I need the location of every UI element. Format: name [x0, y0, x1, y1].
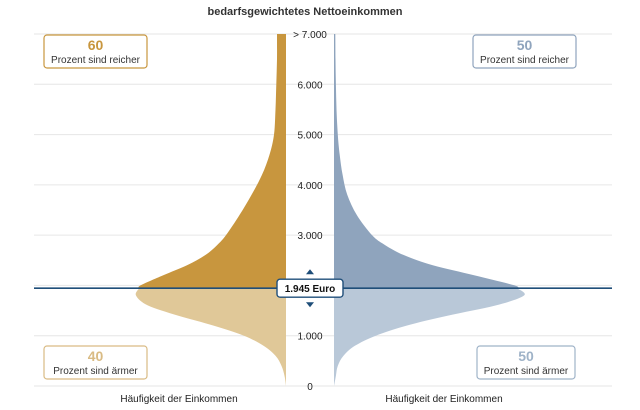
density-areas [135, 34, 525, 386]
left-above-box: 60 Prozent sind reicher [43, 34, 148, 69]
left-below-box-value: 40 [88, 348, 104, 364]
left-above-box-value: 60 [88, 37, 104, 53]
right-below-box-text: Prozent sind ärmer [484, 366, 569, 377]
left-below-box: 40 Prozent sind ärmer [43, 345, 148, 380]
left-density-above-median [138, 34, 286, 289]
y-tick-label: 5.000 [297, 131, 322, 142]
right-below-box-value: 50 [518, 348, 534, 364]
median-label: 1.945 Euro [285, 284, 336, 295]
median-marker: 1.945 Euro [34, 269, 612, 308]
left-above-box-text: Prozent sind reicher [51, 55, 141, 66]
y-tick-label: 0 [307, 382, 313, 393]
right-density-above-median [334, 34, 519, 289]
right-density-below-median [334, 288, 525, 386]
y-tick-label: > 7.000 [293, 30, 327, 41]
left-below-box-text: Prozent sind ärmer [53, 366, 138, 377]
right-below-box: 50 Prozent sind ärmer [476, 345, 576, 380]
left-density-below-median [135, 288, 286, 386]
right-above-box-text: Prozent sind reicher [480, 55, 570, 66]
y-tick-label: 1.000 [297, 332, 322, 343]
right-above-box: 50 Prozent sind reicher [472, 34, 577, 69]
chart-title: bedarfsgewichtetes Nettoeinkommen [208, 6, 403, 18]
right-below-box-frame [476, 345, 576, 380]
left-below-box-frame [43, 345, 148, 380]
x-axis-label-right: Häufigkeit der Einkommen [385, 394, 502, 405]
y-tick-label: 4.000 [297, 181, 322, 192]
grid-lines [34, 33, 612, 387]
y-tick-label: 6.000 [297, 80, 322, 91]
y-tick-label: 3.000 [297, 231, 322, 242]
arrow-up-icon [306, 269, 314, 275]
right-above-box-value: 50 [517, 37, 533, 53]
median-label-box [276, 278, 344, 298]
arrow-down-icon [306, 302, 314, 308]
right-above-box-frame [472, 34, 577, 69]
percent-boxes: 60 Prozent sind reicher 40 Prozent sind ärm… [43, 34, 577, 380]
left-above-box-frame [43, 34, 148, 69]
x-axis-label-left: Häufigkeit der Einkommen [120, 394, 237, 405]
